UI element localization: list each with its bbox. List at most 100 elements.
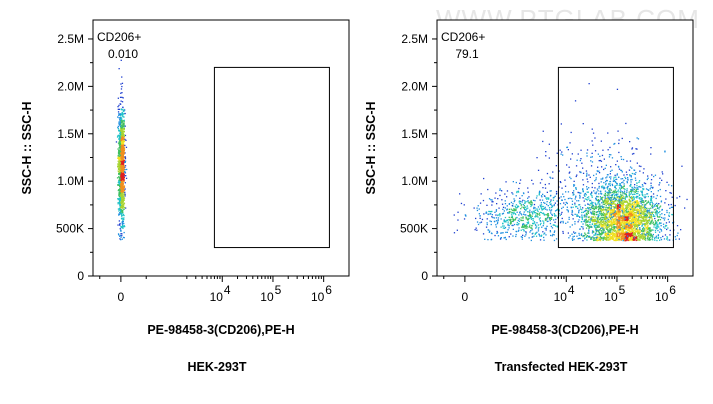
event-dot: [602, 232, 604, 234]
event-dot: [626, 223, 629, 225]
event-dot: [119, 138, 121, 140]
event-dot: [623, 223, 625, 225]
event-dot: [602, 203, 604, 205]
event-dot: [666, 238, 668, 240]
event-dot: [648, 229, 650, 231]
event-dot: [518, 200, 521, 202]
event-dot: [630, 217, 632, 220]
event-dot: [123, 138, 125, 140]
event-dot: [544, 227, 546, 230]
event-dot: [553, 213, 555, 215]
event-dot: [528, 211, 530, 213]
event-dot: [121, 170, 123, 172]
event-dot: [598, 229, 600, 231]
event-dot: [645, 219, 647, 222]
event-dot: [523, 213, 525, 215]
event-dot: [654, 229, 657, 232]
event-dot: [633, 217, 636, 219]
event-dot: [649, 188, 651, 190]
event-dot: [619, 239, 621, 241]
event-dot: [632, 220, 634, 222]
event-dot: [611, 183, 613, 185]
event-dot: [650, 222, 652, 225]
event-dot: [120, 167, 122, 169]
event-dot: [612, 209, 614, 211]
event-dot: [530, 203, 532, 206]
event-dot: [489, 220, 491, 222]
event-dot: [588, 218, 590, 220]
event-dot: [121, 156, 123, 158]
event-dot: [559, 214, 561, 216]
event-dot: [119, 152, 121, 154]
event-dot: [510, 216, 512, 219]
event-dot: [509, 220, 511, 222]
event-dot: [123, 204, 125, 206]
event-dot: [654, 222, 656, 224]
event-dot: [497, 235, 500, 237]
event-dot: [513, 219, 515, 222]
event-dot: [599, 229, 601, 231]
event-dot: [598, 207, 600, 209]
event-dot: [570, 177, 572, 180]
event-dot: [647, 239, 649, 241]
event-dot: [632, 229, 634, 231]
event-dot: [598, 193, 600, 195]
event-dot: [608, 234, 610, 236]
event-dot: [125, 207, 127, 209]
event-dot: [507, 229, 509, 231]
event-dot: [631, 205, 634, 207]
event-dot: [120, 127, 123, 129]
event-dot: [651, 234, 653, 237]
event-dot: [540, 212, 542, 214]
event-dot: [639, 210, 641, 212]
event-dot: [612, 229, 614, 231]
event-dot: [635, 219, 637, 222]
event-dot: [597, 196, 599, 198]
event-dot: [606, 180, 608, 182]
event-dot: [605, 225, 608, 228]
event-dot: [612, 210, 614, 213]
event-dot: [611, 209, 613, 211]
event-dot: [652, 229, 654, 231]
event-dot: [502, 206, 505, 208]
event-dot: [521, 236, 523, 238]
event-dot: [639, 222, 641, 224]
event-dot: [586, 209, 588, 212]
event-dot: [602, 239, 604, 241]
event-dot: [120, 226, 122, 229]
event-dot: [590, 217, 592, 219]
event-dot: [617, 200, 620, 202]
event-dot: [118, 139, 121, 141]
event-dot: [546, 217, 549, 219]
event-dot: [596, 199, 598, 201]
event-dot: [636, 186, 638, 189]
event-dot: [605, 203, 607, 205]
event-dot: [121, 157, 123, 159]
event-dot: [116, 136, 119, 138]
event-dot: [610, 202, 612, 204]
event-dot: [655, 213, 657, 215]
event-dot: [627, 220, 629, 222]
event-dot: [639, 197, 641, 199]
event-dot: [561, 211, 563, 214]
event-dot: [609, 235, 611, 237]
event-dot: [465, 215, 467, 217]
event-dot: [510, 219, 512, 221]
event-dot: [635, 215, 637, 217]
event-dot: [613, 178, 615, 180]
event-dot: [593, 212, 595, 214]
event-dot: [582, 211, 585, 213]
event-dot: [625, 222, 627, 224]
event-dot: [648, 215, 651, 217]
event-dot: [618, 211, 620, 213]
event-dot: [119, 133, 122, 136]
event-dot: [124, 169, 126, 171]
event-dot: [637, 206, 639, 208]
event-dot: [631, 216, 633, 218]
event-dot: [619, 232, 621, 234]
event-dot: [117, 166, 119, 168]
event-dot: [581, 211, 583, 214]
event-dot: [569, 235, 571, 237]
event-dot: [641, 229, 643, 232]
